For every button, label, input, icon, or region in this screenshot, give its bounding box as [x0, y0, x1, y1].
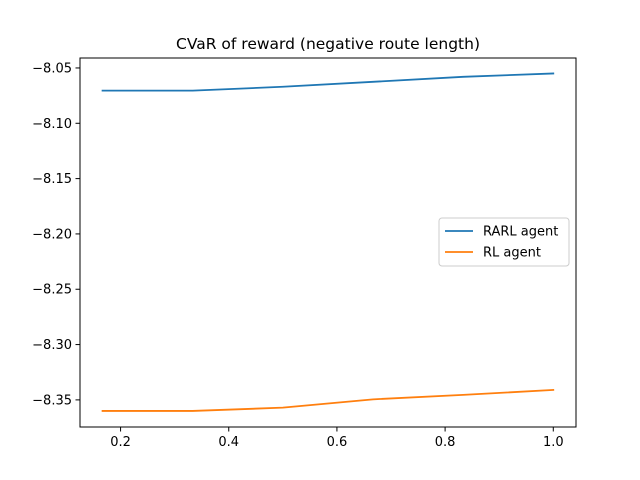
y-tick-label: −8.30: [32, 338, 72, 353]
legend-label-1: RARL agent: [483, 225, 558, 240]
axes-frame: [79, 57, 577, 428]
x-tick-label: 1.0: [543, 435, 564, 450]
x-tick-label: 0.2: [110, 435, 131, 450]
y-tick-label: −8.35: [32, 393, 72, 408]
chart-title: CVaR of reward (negative route length): [176, 35, 480, 53]
y-tick-label: −8.05: [32, 61, 72, 76]
y-tick-label: −8.10: [32, 117, 72, 132]
series-line-2: [101, 388, 555, 412]
y-tick-label: −8.25: [32, 283, 72, 298]
series-line-1: [101, 72, 555, 92]
y-tick-label: −8.20: [32, 227, 72, 242]
plot-area: 0.2 0.4 0.6 0.8 1.0 −8.05 −8.10 −8.15 −8.20 −8.25…: [32, 57, 577, 450]
legend-label-2: RL agent: [483, 246, 541, 261]
legend-box: [438, 217, 570, 267]
x-tick-label: 0.6: [327, 435, 348, 450]
x-tick-label: 0.8: [435, 435, 456, 450]
y-tick-label: −8.15: [32, 172, 72, 187]
x-tick-label: 0.4: [218, 435, 239, 450]
